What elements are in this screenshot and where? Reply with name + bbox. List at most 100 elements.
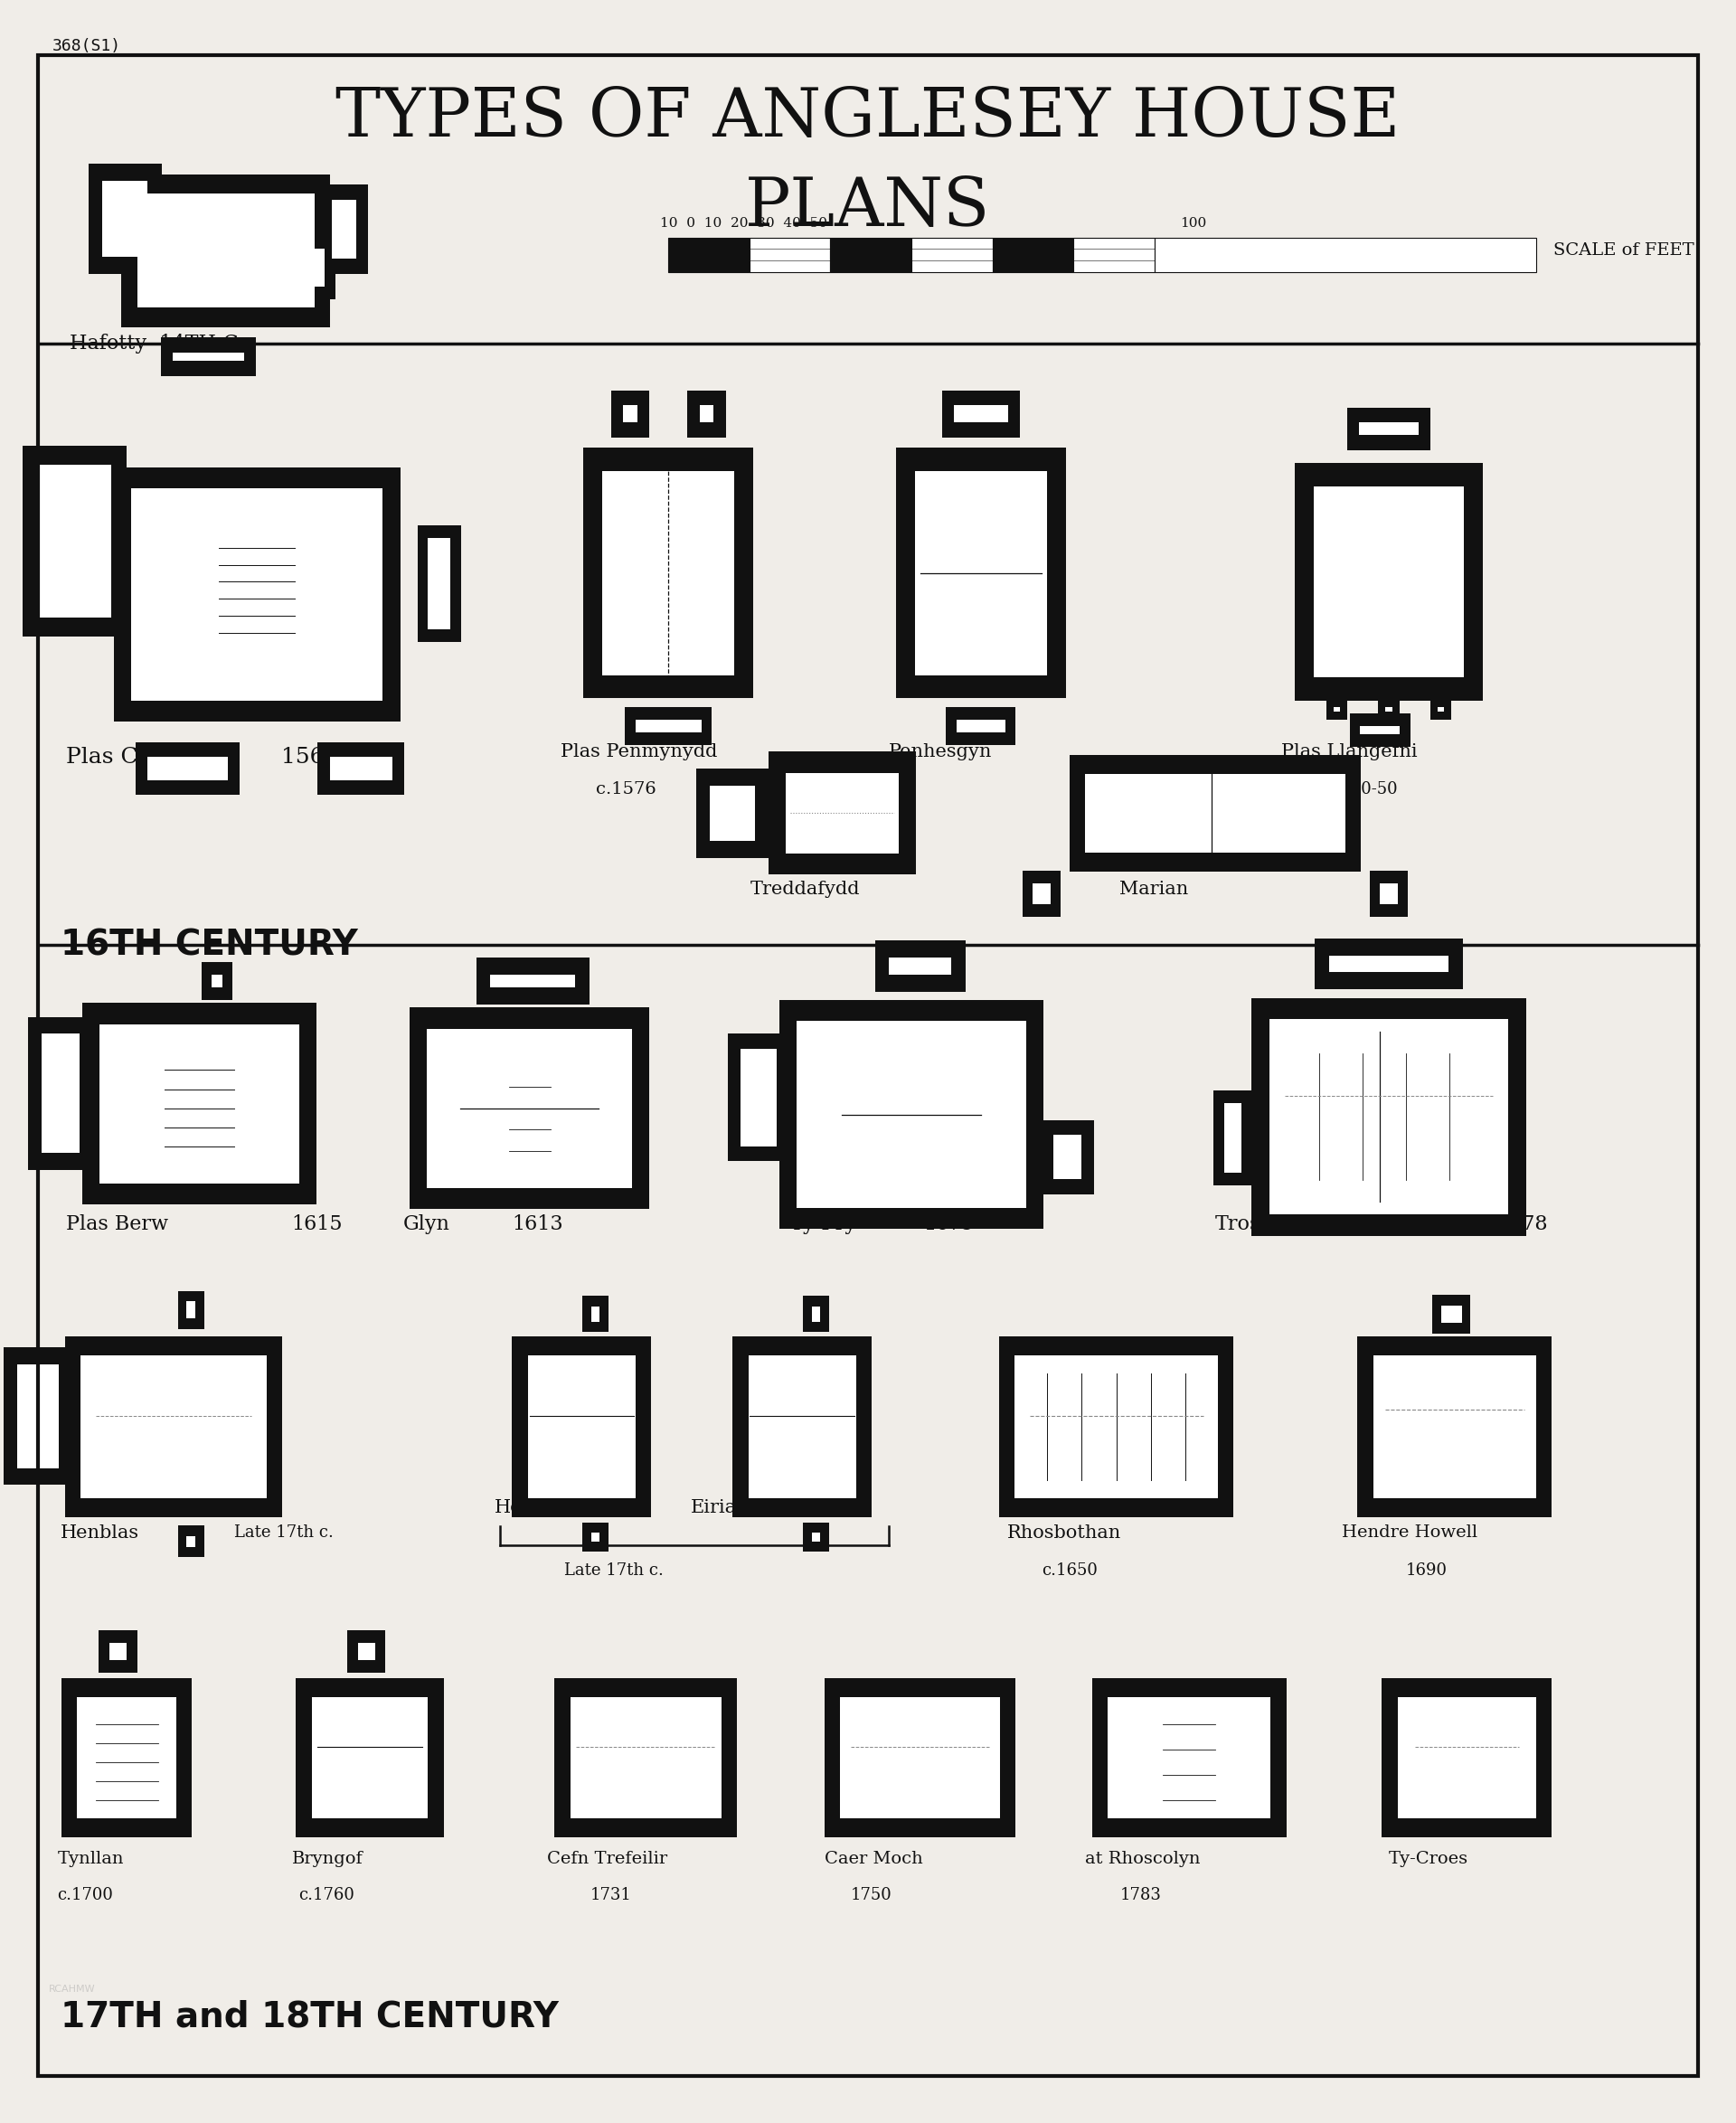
Bar (1351, 713, 1411, 747)
Bar (915, 471, 1047, 675)
Bar (1382, 1677, 1552, 1839)
Bar (358, 1643, 375, 1660)
Bar (1370, 870, 1408, 917)
Bar (955, 405, 1007, 422)
Bar (830, 238, 911, 272)
Bar (312, 1698, 427, 1817)
Text: Plas Penmynydd: Plas Penmynydd (561, 743, 717, 760)
Bar (1314, 486, 1463, 677)
Bar (283, 236, 335, 299)
Bar (148, 756, 227, 779)
Bar (293, 248, 325, 287)
Text: c.1576: c.1576 (595, 781, 656, 798)
Bar (1085, 775, 1345, 851)
Bar (700, 405, 713, 422)
Bar (802, 1522, 830, 1552)
Bar (825, 1677, 1016, 1839)
Bar (319, 185, 368, 274)
Bar (1000, 1337, 1233, 1516)
Bar (1347, 408, 1430, 450)
Bar (1326, 698, 1347, 720)
Text: Rhosbothan: Rhosbothan (1007, 1524, 1121, 1541)
Bar (512, 1337, 651, 1516)
Text: Eirianallt: Eirianallt (691, 1499, 781, 1516)
Bar (23, 446, 127, 637)
Bar (427, 537, 451, 628)
Bar (109, 1643, 127, 1660)
Bar (102, 180, 148, 257)
Bar (1380, 883, 1397, 904)
Bar (1373, 1354, 1536, 1499)
Bar (729, 1034, 788, 1161)
Bar (135, 741, 240, 794)
Bar (1437, 707, 1444, 711)
Bar (130, 488, 382, 701)
Bar (1432, 1295, 1470, 1333)
Bar (410, 1008, 649, 1210)
Text: c.1650: c.1650 (1042, 1563, 1097, 1580)
Text: TYPES OF ANGLESEY HOUSE: TYPES OF ANGLESEY HOUSE (335, 85, 1401, 151)
Bar (1252, 998, 1526, 1236)
Text: Hafotty  14TH-C.: Hafotty 14TH-C. (69, 333, 245, 352)
Bar (635, 720, 701, 732)
Bar (812, 1306, 821, 1321)
Bar (710, 786, 755, 841)
Text: 1750: 1750 (851, 1887, 892, 1904)
Text: Ty-Fry: Ty-Fry (790, 1214, 858, 1233)
Bar (1069, 754, 1361, 870)
Bar (1385, 707, 1392, 711)
Bar (941, 391, 1021, 437)
Bar (779, 1000, 1043, 1229)
Bar (993, 238, 1073, 272)
Text: Cefn Trefeilir: Cefn Trefeilir (547, 1851, 667, 1868)
Bar (161, 338, 257, 376)
Bar (583, 448, 753, 698)
Text: 1613: 1613 (512, 1214, 562, 1233)
Bar (668, 238, 750, 272)
Text: Late 17th c.: Late 17th c. (564, 1563, 663, 1580)
Bar (1014, 1354, 1219, 1499)
Text: Plas Coch: Plas Coch (66, 747, 179, 769)
Bar (802, 1295, 830, 1333)
Text: Henblas: Henblas (495, 1499, 573, 1516)
Bar (1430, 698, 1451, 720)
Bar (490, 974, 576, 987)
Bar (76, 1698, 177, 1817)
Bar (602, 471, 734, 675)
Text: at Rhoscolyn: at Rhoscolyn (1085, 1851, 1200, 1868)
Bar (318, 741, 404, 794)
Bar (332, 200, 356, 259)
Bar (3, 1348, 73, 1486)
Bar (623, 405, 637, 422)
Bar (625, 707, 712, 745)
Bar (1154, 238, 1536, 272)
Bar (767, 752, 917, 875)
Bar (1033, 883, 1050, 904)
Bar (1330, 955, 1450, 972)
Text: Plas Berw: Plas Berw (66, 1214, 168, 1233)
Bar (1361, 726, 1401, 735)
Bar (1397, 1698, 1536, 1817)
Text: Glyn: Glyn (403, 1214, 450, 1233)
Bar (427, 1030, 632, 1187)
Bar (748, 1354, 856, 1499)
Bar (82, 1354, 266, 1499)
Text: 1678: 1678 (1496, 1214, 1547, 1233)
Text: Marian: Marian (1120, 881, 1189, 898)
Bar (889, 957, 951, 974)
Text: PLANS: PLANS (745, 174, 991, 240)
Text: SCALE of FEET: SCALE of FEET (1554, 242, 1694, 259)
Text: Caer Moch: Caer Moch (825, 1851, 924, 1868)
Bar (330, 756, 392, 779)
Text: 1615: 1615 (292, 1214, 342, 1233)
Bar (212, 974, 222, 987)
Bar (28, 1017, 94, 1170)
Bar (583, 1295, 609, 1333)
Text: 10  0  10  20  30  40  50: 10 0 10 20 30 40 50 (660, 217, 826, 229)
Bar (687, 391, 726, 437)
Text: 1569: 1569 (281, 747, 339, 769)
Bar (1359, 422, 1418, 435)
Bar (347, 1630, 385, 1673)
Text: 1783: 1783 (1120, 1887, 1161, 1904)
Bar (101, 1025, 300, 1185)
